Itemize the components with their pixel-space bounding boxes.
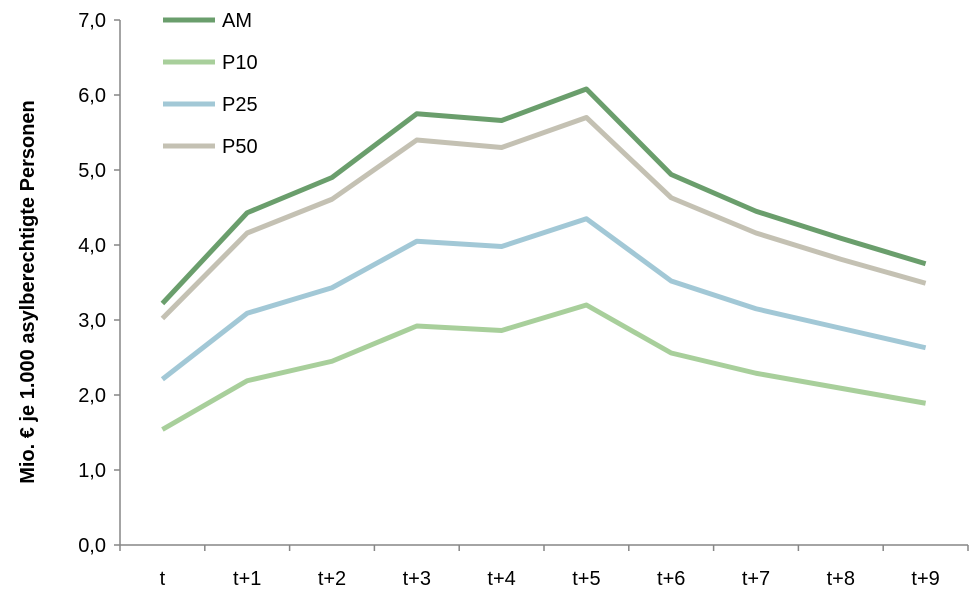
- x-tick-label: t+7: [742, 568, 770, 590]
- x-tick-label: t+9: [911, 568, 939, 590]
- y-tick-label: 5,0: [78, 160, 106, 182]
- x-tick-label: t+6: [657, 568, 685, 590]
- legend-label-p10: P10: [222, 52, 258, 74]
- legend-label-p50: P50: [222, 136, 258, 158]
- x-tick-label: t+2: [318, 568, 346, 590]
- x-tick-label: t+4: [487, 568, 515, 590]
- series-lines: [160, 86, 927, 432]
- x-tick-label: t+1: [233, 568, 261, 590]
- series-line-p10: [161, 302, 927, 432]
- y-tick-label: 1,0: [78, 460, 106, 482]
- x-tick-label: t: [160, 568, 166, 590]
- legend-label-p25: P25: [222, 94, 258, 116]
- y-axis-ticks: 0,0 1,0 2,0 3,0 4,0 5,0 6,0 7,0: [78, 10, 120, 557]
- legend: AM P10 P25 P50: [163, 10, 258, 158]
- series-line-p50: [160, 115, 927, 321]
- legend-label-am: AM: [222, 10, 252, 32]
- y-tick-label: 3,0: [78, 310, 106, 332]
- y-tick-label: 2,0: [78, 385, 106, 407]
- y-tick-label: 4,0: [78, 235, 106, 257]
- series-line-am: [160, 86, 927, 306]
- y-tick-label: 6,0: [78, 85, 106, 107]
- x-tick-label: t+8: [827, 568, 855, 590]
- x-tick-label: t+3: [403, 568, 431, 590]
- series-line-p25: [160, 216, 927, 382]
- y-tick-label: 7,0: [78, 10, 106, 32]
- y-axis-label: Mio. € je 1.000 asylberechtigte Personen: [17, 100, 39, 484]
- y-tick-label: 0,0: [78, 535, 106, 557]
- x-tick-label: t+5: [572, 568, 600, 590]
- x-axis-ticks: t t+1 t+2 t+3 t+4 t+5 t+6 t+7 t+8 t+9: [119, 545, 969, 590]
